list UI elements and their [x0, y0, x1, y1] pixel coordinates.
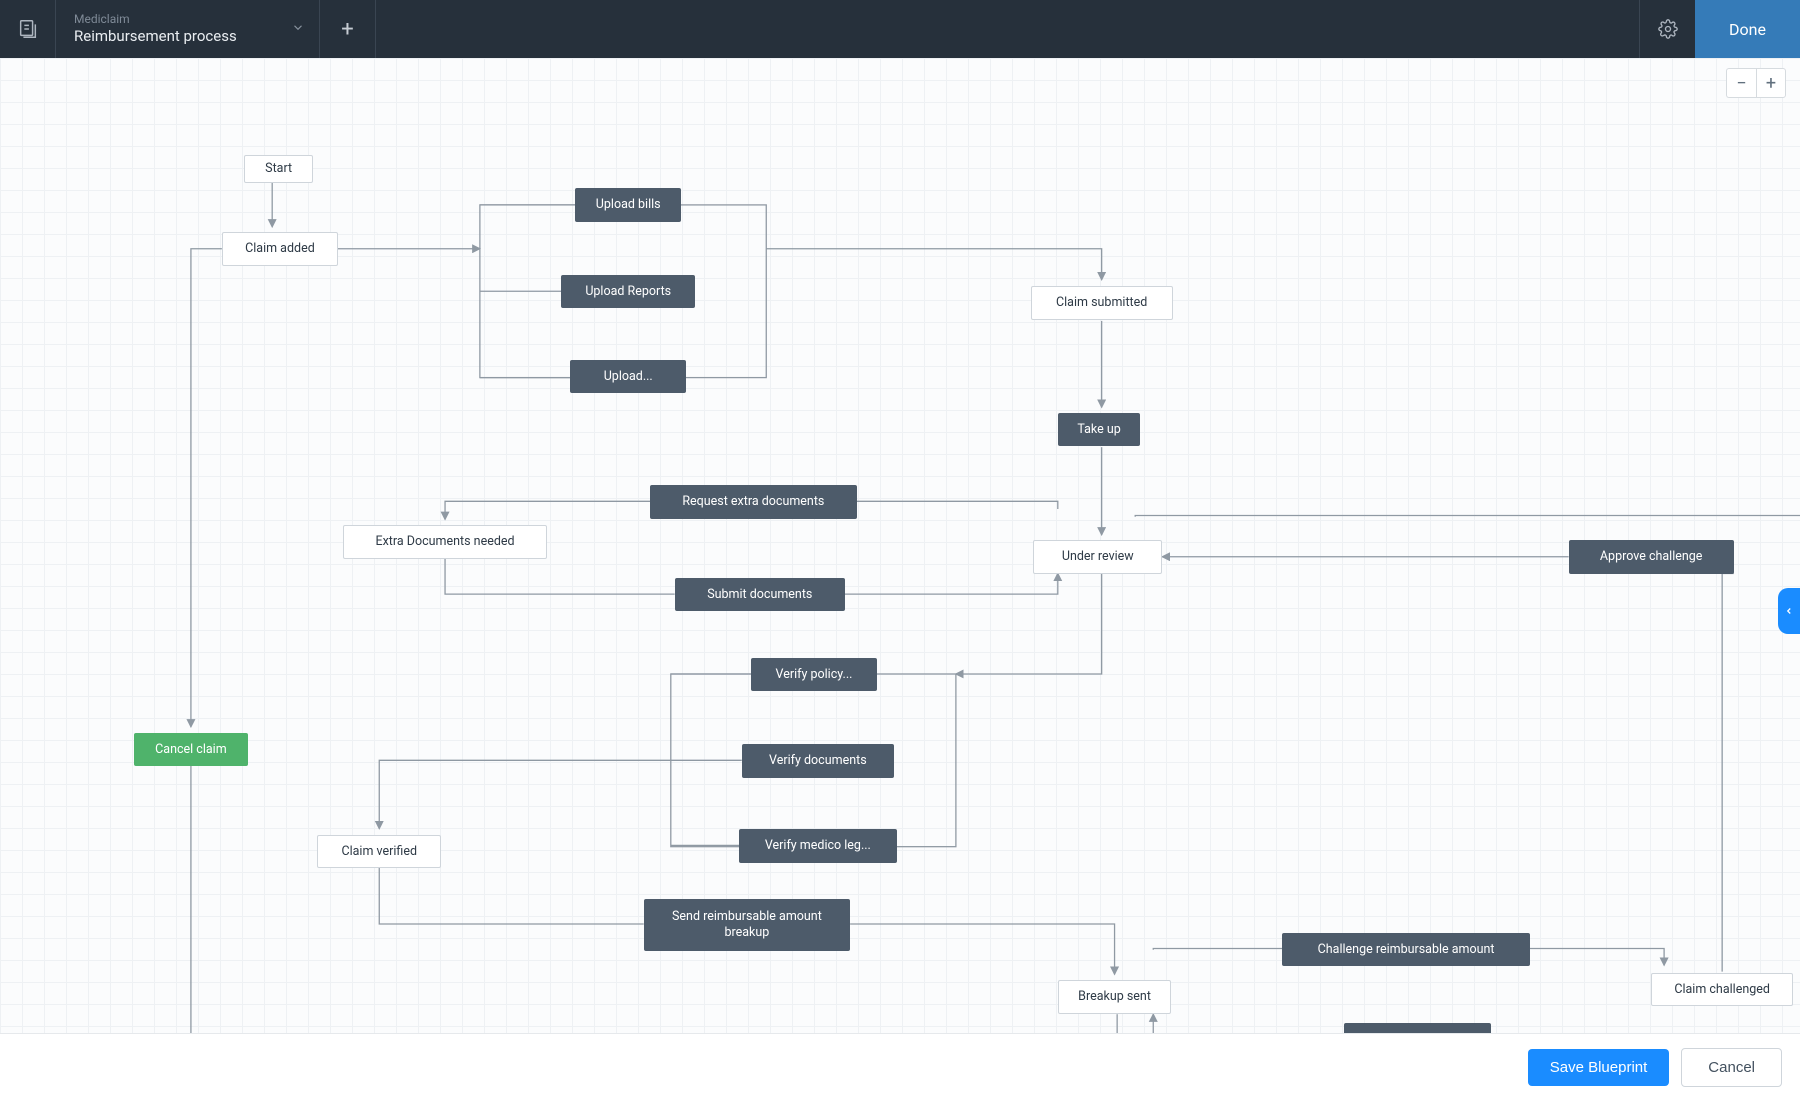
- node-approve_chal[interactable]: Approve challenge: [1569, 540, 1734, 574]
- zoom-controls: − +: [1726, 68, 1786, 98]
- node-cancel_claim[interactable]: Cancel claim: [134, 733, 248, 767]
- side-panel-toggle[interactable]: [1778, 588, 1800, 634]
- zoom-in-button[interactable]: +: [1756, 68, 1786, 98]
- node-upload_more[interactable]: Upload...: [570, 360, 686, 394]
- node-req_extra_docs[interactable]: Request extra documents: [650, 485, 856, 519]
- node-breakup_sent[interactable]: Breakup sent: [1058, 980, 1172, 1014]
- node-take_up[interactable]: Take up: [1058, 413, 1141, 447]
- header: Mediclaim Reimbursement process + Done: [0, 0, 1800, 58]
- save-blueprint-button[interactable]: Save Blueprint: [1528, 1049, 1670, 1086]
- node-claim_verified[interactable]: Claim verified: [317, 835, 441, 869]
- node-submit_docs[interactable]: Submit documents: [675, 578, 845, 612]
- node-claim_added[interactable]: Claim added: [222, 232, 338, 266]
- header-subtitle: Mediclaim: [74, 12, 237, 27]
- node-send_breakup[interactable]: Send reimbursable amount breakup: [644, 899, 850, 951]
- zoom-out-button[interactable]: −: [1726, 68, 1756, 98]
- node-verify_medico[interactable]: Verify medico leg...: [739, 829, 896, 863]
- node-upload_reports[interactable]: Upload Reports: [561, 275, 695, 309]
- node-under_review[interactable]: Under review: [1033, 540, 1162, 574]
- done-button[interactable]: Done: [1695, 0, 1800, 58]
- footer: Save Blueprint Cancel: [0, 1034, 1800, 1100]
- node-claim_submitted[interactable]: Claim submitted: [1031, 286, 1173, 320]
- node-extra_docs[interactable]: Extra Documents needed: [343, 525, 547, 559]
- gear-icon[interactable]: [1639, 0, 1695, 58]
- node-claim_chal[interactable]: Claim challenged: [1651, 973, 1793, 1007]
- node-start[interactable]: Start: [244, 155, 314, 183]
- chevron-down-icon: [291, 20, 305, 39]
- node-upload_bills[interactable]: Upload bills: [575, 188, 681, 222]
- node-verify_policy[interactable]: Verify policy...: [751, 658, 877, 692]
- add-button[interactable]: +: [320, 0, 376, 58]
- title-selector[interactable]: Mediclaim Reimbursement process: [56, 0, 320, 58]
- node-reject_chal[interactable]: Reject challenge: [1344, 1023, 1491, 1034]
- flow-edges: [0, 58, 1800, 1033]
- node-verify_docs[interactable]: Verify documents: [742, 744, 894, 778]
- cancel-button[interactable]: Cancel: [1681, 1048, 1782, 1087]
- canvas[interactable]: − +: [0, 58, 1800, 1034]
- app-icon: [0, 0, 56, 58]
- header-title: Reimbursement process: [74, 27, 237, 46]
- node-chal_amount[interactable]: Challenge reimbursable amount: [1282, 933, 1530, 967]
